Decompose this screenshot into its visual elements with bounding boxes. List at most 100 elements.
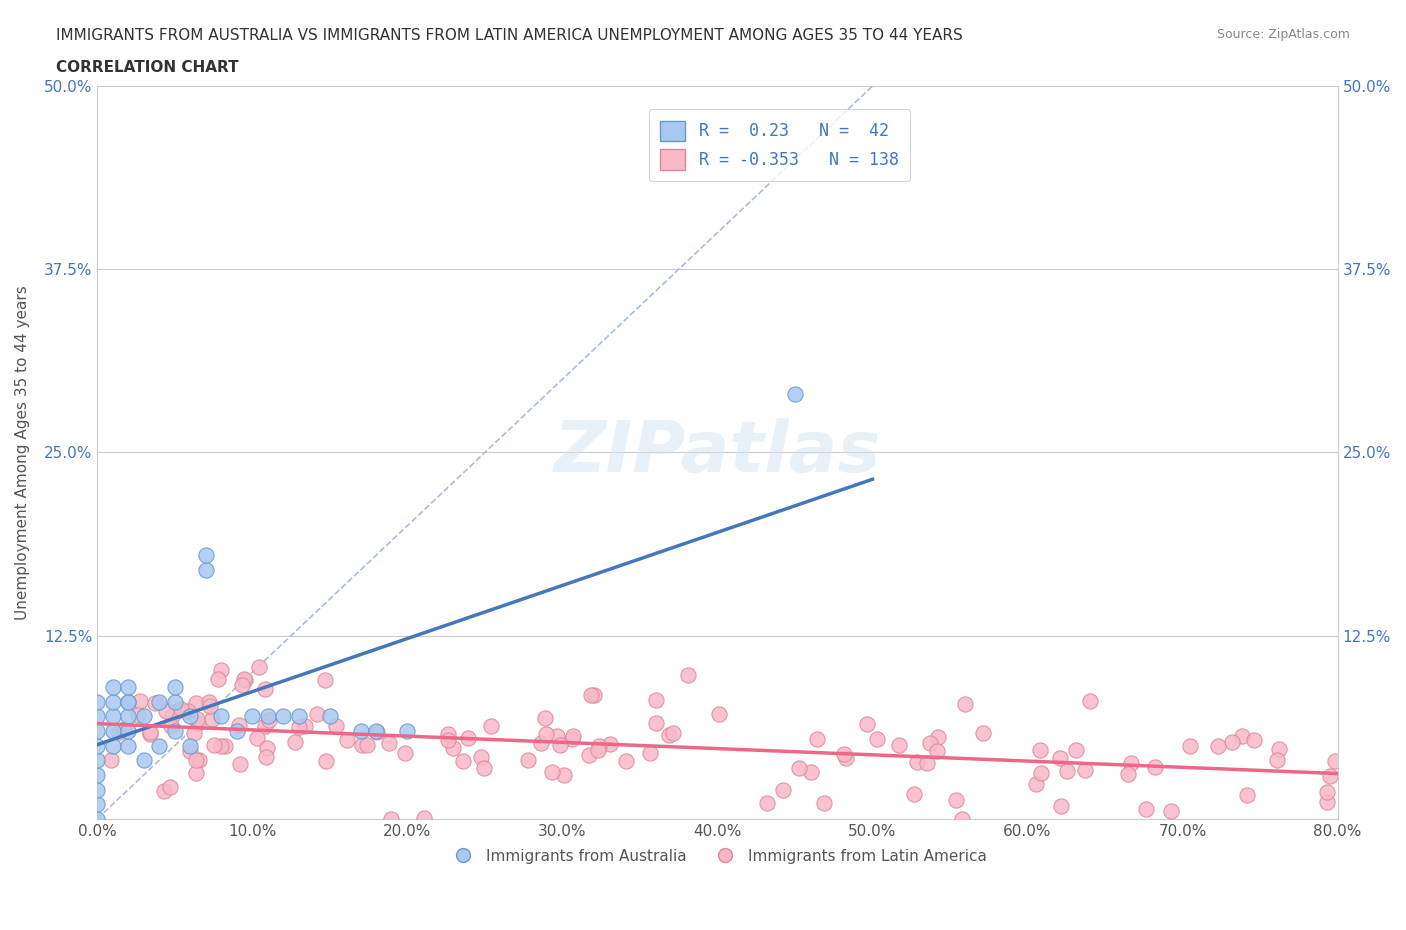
Point: [1029, 765, 1052, 780]
Point: [678, 668, 700, 683]
Point: [578, 748, 600, 763]
Point: [472, 761, 495, 776]
Point: [1268, 742, 1291, 757]
Point: [903, 787, 925, 802]
Point: [145, 696, 167, 711]
Point: [530, 736, 553, 751]
Point: [139, 727, 162, 742]
Point: [380, 811, 402, 826]
Point: [1232, 728, 1254, 743]
Point: [254, 682, 277, 697]
Point: [1135, 802, 1157, 817]
Point: [638, 746, 661, 761]
Point: [228, 717, 250, 732]
Point: [202, 737, 225, 752]
Point: [117, 738, 139, 753]
Point: [1074, 763, 1097, 777]
Point: [201, 711, 224, 726]
Point: [107, 724, 129, 739]
Point: [183, 726, 205, 741]
Point: [225, 724, 247, 738]
Point: [1160, 804, 1182, 818]
Point: [1265, 752, 1288, 767]
Point: [214, 738, 236, 753]
Point: [86, 752, 108, 767]
Point: [945, 793, 967, 808]
Point: [540, 764, 562, 779]
Point: [366, 724, 388, 739]
Point: [86, 738, 108, 753]
Text: ZIPatlas: ZIPatlas: [554, 418, 882, 487]
Point: [835, 751, 858, 765]
Point: [436, 727, 458, 742]
Point: [288, 709, 311, 724]
Point: [470, 750, 492, 764]
Point: [257, 712, 280, 727]
Point: [163, 680, 186, 695]
Point: [245, 731, 267, 746]
Point: [186, 752, 208, 767]
Point: [441, 740, 464, 755]
Point: [319, 709, 342, 724]
Point: [163, 694, 186, 709]
Point: [1236, 788, 1258, 803]
Legend: Immigrants from Australia, Immigrants from Latin America: Immigrants from Australia, Immigrants fr…: [441, 843, 993, 870]
Point: [787, 761, 810, 776]
Point: [516, 752, 538, 767]
Point: [1064, 743, 1087, 758]
Point: [166, 704, 188, 719]
Point: [247, 659, 270, 674]
Point: [920, 736, 942, 751]
Point: [437, 732, 460, 747]
Point: [1319, 769, 1341, 784]
Point: [553, 767, 575, 782]
Point: [562, 728, 585, 743]
Point: [233, 671, 256, 686]
Point: [1078, 694, 1101, 709]
Point: [599, 737, 621, 751]
Point: [101, 709, 124, 724]
Point: [117, 694, 139, 709]
Point: [305, 707, 328, 722]
Point: [240, 709, 263, 724]
Point: [86, 811, 108, 826]
Point: [350, 724, 373, 738]
Point: [160, 718, 183, 733]
Point: [155, 704, 177, 719]
Point: [117, 694, 139, 709]
Point: [1316, 794, 1339, 809]
Point: [86, 797, 108, 812]
Point: [451, 754, 474, 769]
Point: [112, 722, 135, 737]
Point: [546, 729, 568, 744]
Point: [581, 688, 603, 703]
Point: [1025, 777, 1047, 791]
Point: [229, 757, 252, 772]
Point: [148, 738, 170, 753]
Point: [132, 752, 155, 767]
Point: [366, 724, 388, 738]
Point: [394, 746, 416, 761]
Text: IMMIGRANTS FROM AUSTRALIA VS IMMIGRANTS FROM LATIN AMERICA UNEMPLOYMENT AMONG AG: IMMIGRANTS FROM AUSTRALIA VS IMMIGRANTS …: [56, 28, 963, 43]
Point: [927, 744, 949, 759]
Point: [1116, 766, 1139, 781]
Point: [325, 719, 347, 734]
Point: [194, 563, 217, 578]
Point: [86, 724, 108, 738]
Point: [271, 709, 294, 724]
Point: [256, 741, 278, 756]
Point: [917, 755, 939, 770]
Point: [209, 662, 232, 677]
Point: [198, 694, 221, 709]
Point: [186, 711, 208, 726]
Point: [159, 779, 181, 794]
Point: [1206, 738, 1229, 753]
Point: [127, 708, 149, 723]
Point: [194, 548, 217, 563]
Point: [101, 738, 124, 753]
Point: [287, 720, 309, 735]
Point: [1119, 755, 1142, 770]
Point: [256, 709, 278, 724]
Point: [148, 694, 170, 709]
Point: [188, 752, 211, 767]
